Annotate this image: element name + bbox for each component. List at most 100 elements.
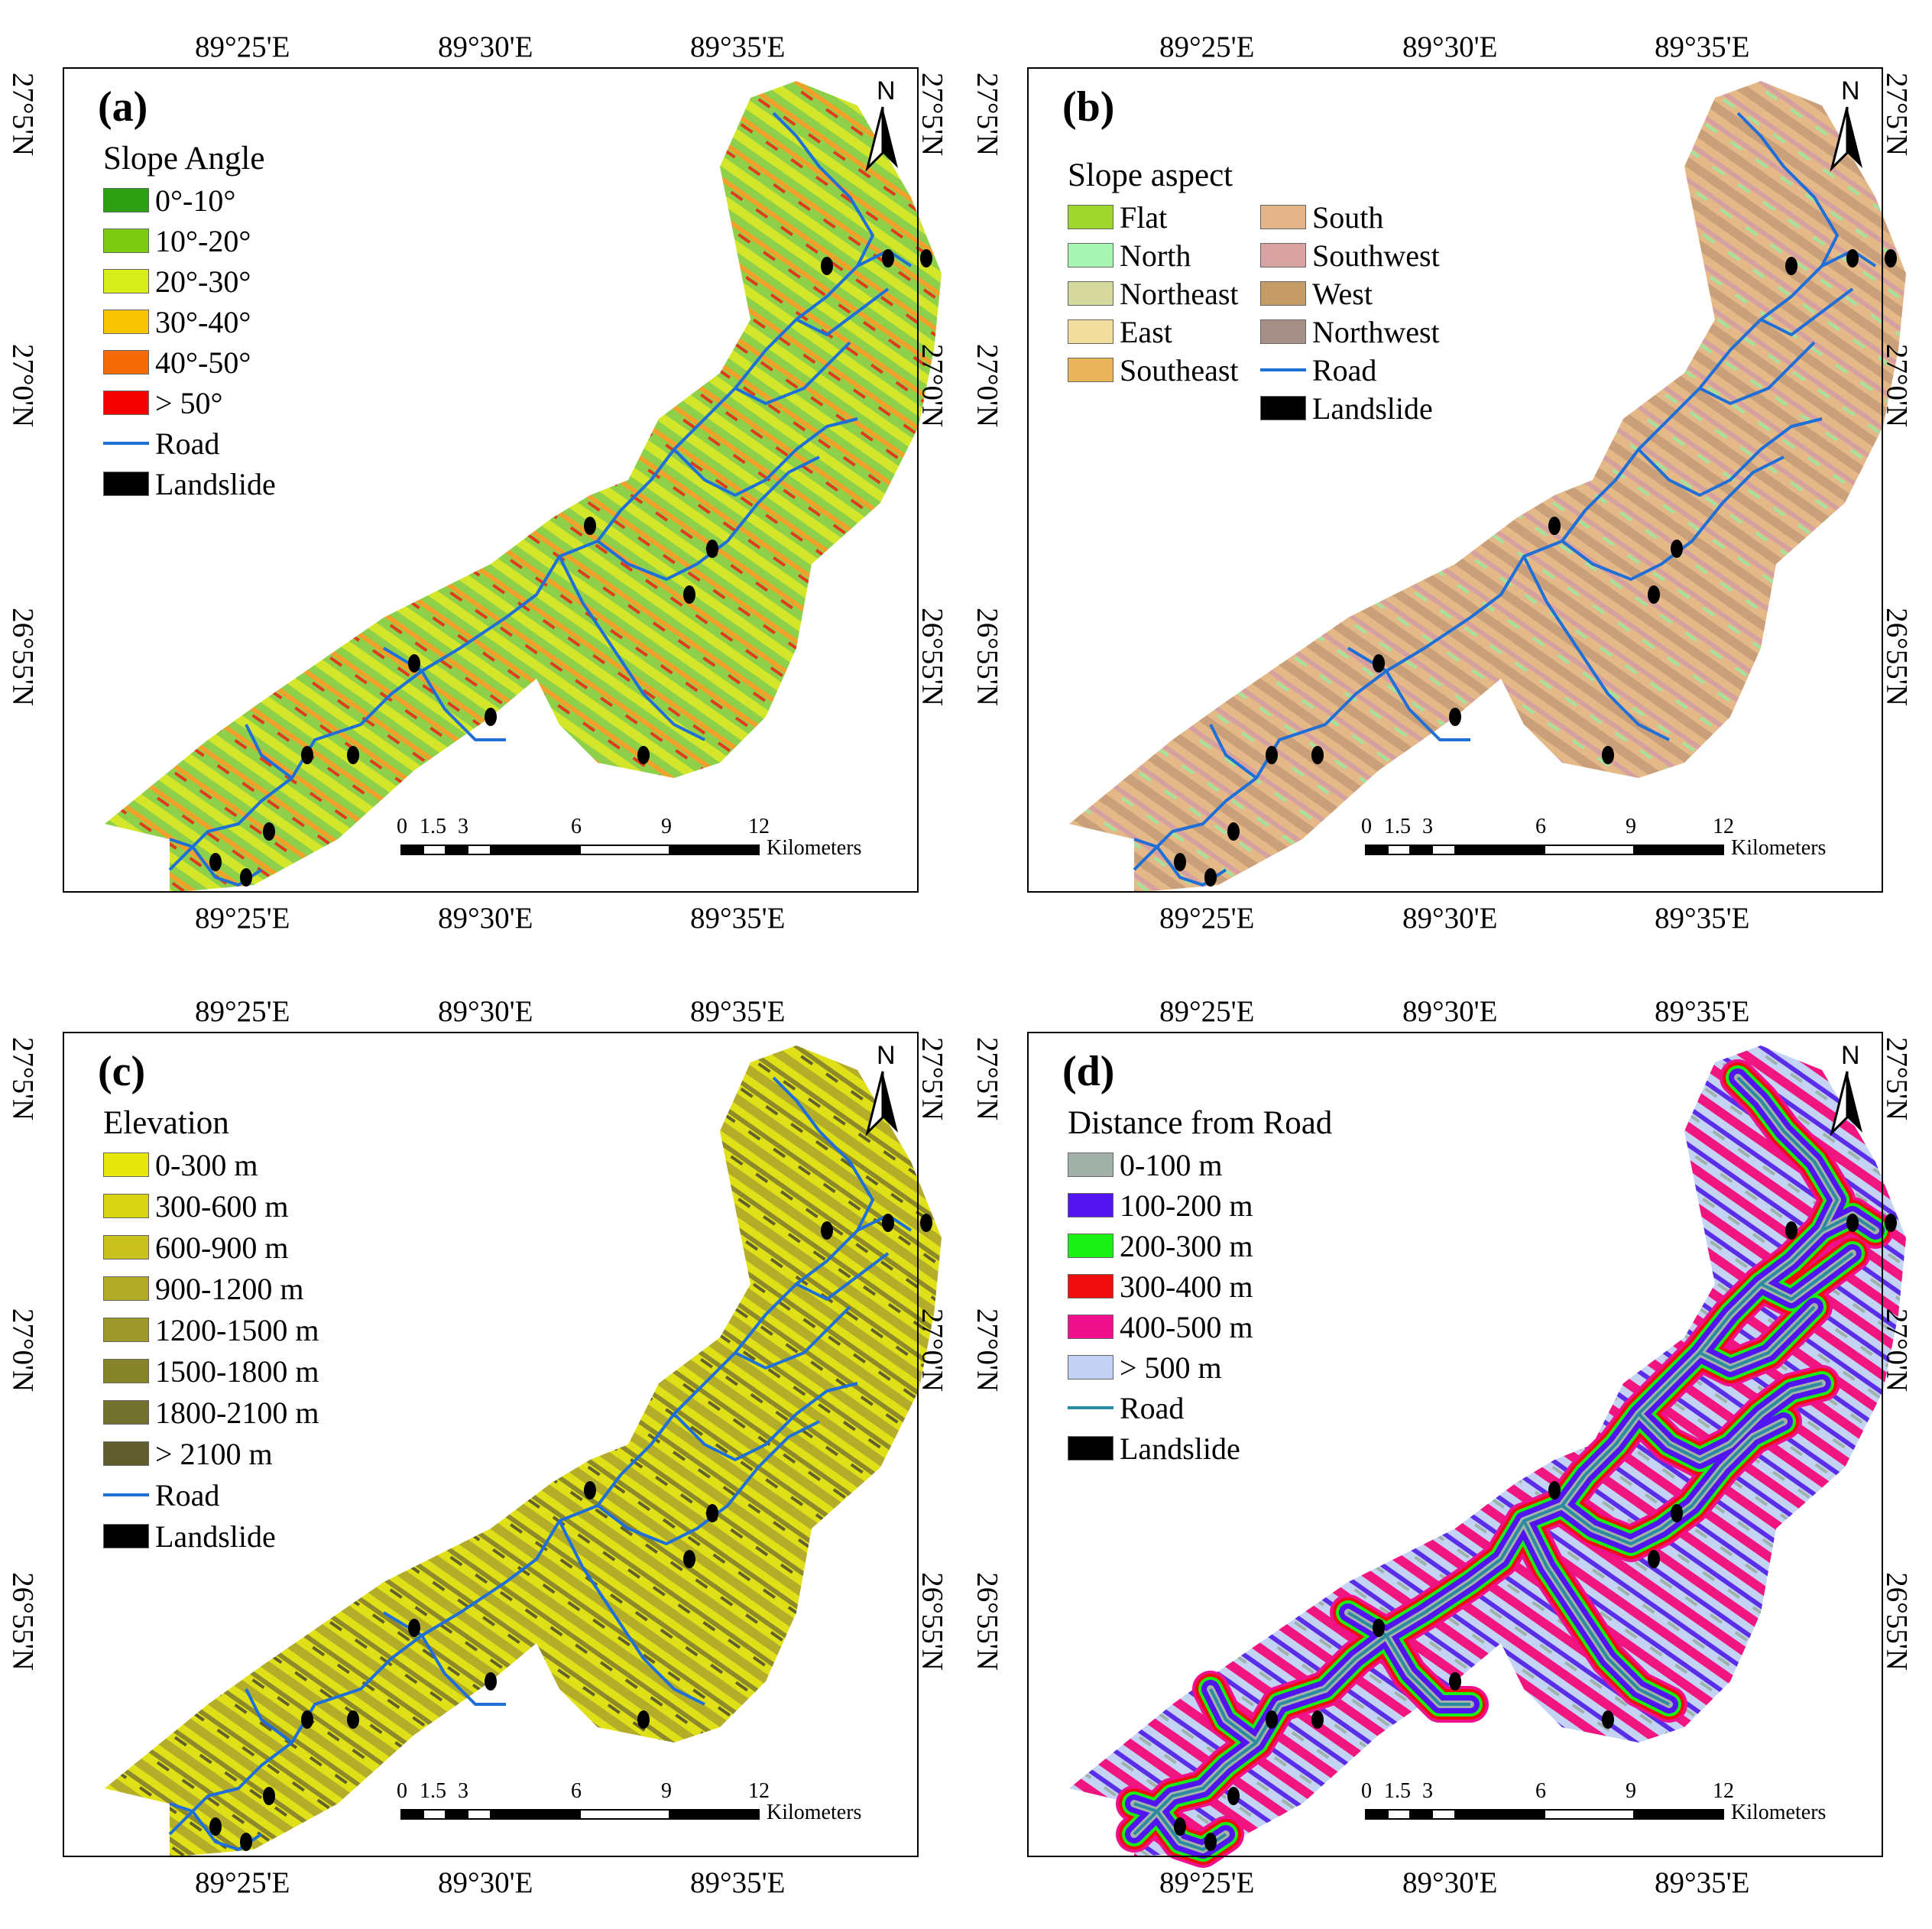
longitude-label: 89°35'E bbox=[1655, 902, 1750, 935]
road-swatch bbox=[103, 442, 149, 445]
scale-tick-label: 6 bbox=[1535, 1779, 1546, 1803]
legend-swatch bbox=[103, 188, 149, 212]
legend-item: > 500 m bbox=[1068, 1350, 1222, 1385]
longitude-label: 89°35'E bbox=[1655, 995, 1750, 1028]
legend-swatch bbox=[1068, 1315, 1113, 1339]
legend-item: Southwest bbox=[1260, 238, 1440, 273]
legend-swatch bbox=[103, 229, 149, 253]
legend-item-label: 100-200 m bbox=[1120, 1188, 1253, 1223]
latitude-label: 26°55'N bbox=[916, 1572, 949, 1671]
legend-item-label: 1200-1500 m bbox=[155, 1312, 319, 1347]
legend-swatch bbox=[1068, 1355, 1113, 1379]
scale-bar: 0 1.5 3 6 9 12 Kilometers bbox=[397, 1781, 875, 1827]
landslide-mark bbox=[1266, 746, 1278, 764]
legend-item-label: > 2100 m bbox=[155, 1436, 273, 1471]
map-panel: 89°25'E 89°25'E 89°30'E 89°30'E 89°35'E 89°35… bbox=[964, 964, 1929, 1929]
map-canvas bbox=[105, 81, 942, 893]
legend-swatch bbox=[1068, 205, 1113, 229]
latitude-label: 27°0'N bbox=[6, 1308, 40, 1392]
landslide-mark bbox=[209, 1817, 222, 1836]
legend-item: 100-200 m bbox=[1068, 1188, 1253, 1223]
legend-item-label: 20°-30° bbox=[155, 264, 251, 299]
latitude-label: 27°0'N bbox=[916, 343, 949, 428]
landslide-mark bbox=[706, 1504, 718, 1522]
scale-tick-label: 0 bbox=[397, 815, 407, 838]
legend-item-label: 40°-50° bbox=[155, 345, 251, 380]
road-line bbox=[245, 724, 293, 780]
legend-item-label: Southeast bbox=[1120, 352, 1239, 387]
latitude-label: 26°55'N bbox=[1880, 608, 1914, 706]
latitude-label: 27°0'N bbox=[916, 1308, 949, 1392]
road-line bbox=[796, 1252, 890, 1301]
legend-item-label: East bbox=[1120, 314, 1172, 349]
north-label: N bbox=[1841, 1041, 1860, 1070]
legend-item-label: 200-300 m bbox=[1120, 1228, 1253, 1263]
legend-title: Distance from Road bbox=[1068, 1105, 1333, 1141]
road-swatch bbox=[1260, 368, 1306, 371]
scale-tick-label: 9 bbox=[1626, 1779, 1636, 1803]
legend-item: 30°-40° bbox=[103, 305, 251, 339]
legend-item: West bbox=[1260, 277, 1373, 311]
landslide-mark bbox=[1648, 585, 1660, 604]
landslide-mark bbox=[1785, 1221, 1797, 1240]
map-canvas bbox=[1069, 1046, 1906, 1868]
legend-swatch bbox=[103, 1318, 149, 1342]
legend-swatch bbox=[103, 391, 149, 415]
scale-bar: 0 1.5 3 6 9 12 Kilometers bbox=[1361, 1779, 1840, 1827]
landslide-mark bbox=[1449, 708, 1461, 726]
legend-item-label: Landslide bbox=[1120, 1431, 1240, 1466]
road-line bbox=[796, 287, 890, 336]
legend-item-label: Landslide bbox=[155, 466, 276, 501]
scale-tick-label: 0 bbox=[1361, 815, 1372, 838]
landslide-mark bbox=[1311, 746, 1324, 764]
scale-unit: Kilometers bbox=[1731, 1801, 1827, 1824]
landslide-mark bbox=[301, 1710, 313, 1729]
landslide-mark bbox=[1602, 1710, 1614, 1729]
legend-swatch bbox=[1260, 243, 1306, 267]
legend-swatch bbox=[103, 1441, 149, 1466]
road-line bbox=[558, 1520, 705, 1706]
legend-swatch bbox=[103, 1153, 149, 1177]
road-line bbox=[1637, 417, 1823, 497]
scale-bar: 0 1.5 3 6 9 12 Kilometers bbox=[397, 815, 875, 862]
scale-tick-label: 12 bbox=[1713, 815, 1734, 838]
longitude-label: 89°25'E bbox=[195, 995, 290, 1028]
road-line bbox=[673, 417, 858, 497]
scale-tick-label: 0 bbox=[1361, 1779, 1372, 1803]
legend-item-label: 600-900 m bbox=[155, 1230, 289, 1265]
legend-item: 300-600 m bbox=[103, 1189, 288, 1224]
road-line bbox=[734, 1305, 851, 1370]
legend-item: 200-300 m bbox=[1068, 1228, 1253, 1263]
study-area bbox=[1069, 1046, 1906, 1857]
landslide-mark bbox=[1885, 1214, 1897, 1232]
scale-bar: 0 1.5 3 6 9 12 Kilometers bbox=[1361, 815, 1840, 862]
legend-swatch bbox=[1068, 243, 1113, 267]
latitude-label: 26°55'N bbox=[916, 608, 949, 706]
legend-title: Elevation bbox=[103, 1105, 229, 1141]
map-panel: 89°25'E 89°25'E 89°30'E 89°30'E 89°35'E 89°35… bbox=[0, 964, 964, 1929]
road-line bbox=[1699, 341, 1816, 405]
scale-tick-label: 9 bbox=[1626, 815, 1636, 838]
landslide-mark bbox=[683, 585, 695, 604]
legend-item-label: 0°-10° bbox=[155, 183, 236, 218]
landslide-mark bbox=[1174, 853, 1186, 871]
road-line bbox=[734, 341, 851, 405]
scale-tick-label: 1.5 bbox=[420, 815, 446, 838]
landslide-mark bbox=[1266, 1710, 1278, 1729]
latitude-label: 27°0'N bbox=[971, 1308, 1004, 1392]
landslide-mark bbox=[485, 1672, 497, 1691]
landslide-mark bbox=[1846, 1214, 1859, 1232]
longitude-label: 89°30'E bbox=[438, 31, 533, 63]
legend-item: 10°-20° bbox=[103, 224, 251, 258]
scale-tick-label: 3 bbox=[1422, 815, 1433, 838]
legend-item-label: North bbox=[1120, 238, 1191, 273]
legend-swatch bbox=[1260, 281, 1306, 306]
scale-unit: Kilometers bbox=[767, 836, 862, 860]
latitude-label: 26°55'N bbox=[6, 608, 40, 706]
legend-item-label: 400-500 m bbox=[1120, 1309, 1253, 1344]
landslide-mark bbox=[1204, 868, 1217, 887]
longitude-label: 89°30'E bbox=[438, 995, 533, 1028]
landslide-mark bbox=[584, 1481, 596, 1499]
legend-item: 1800-2100 m bbox=[103, 1396, 319, 1430]
landslide-mark bbox=[347, 746, 359, 764]
